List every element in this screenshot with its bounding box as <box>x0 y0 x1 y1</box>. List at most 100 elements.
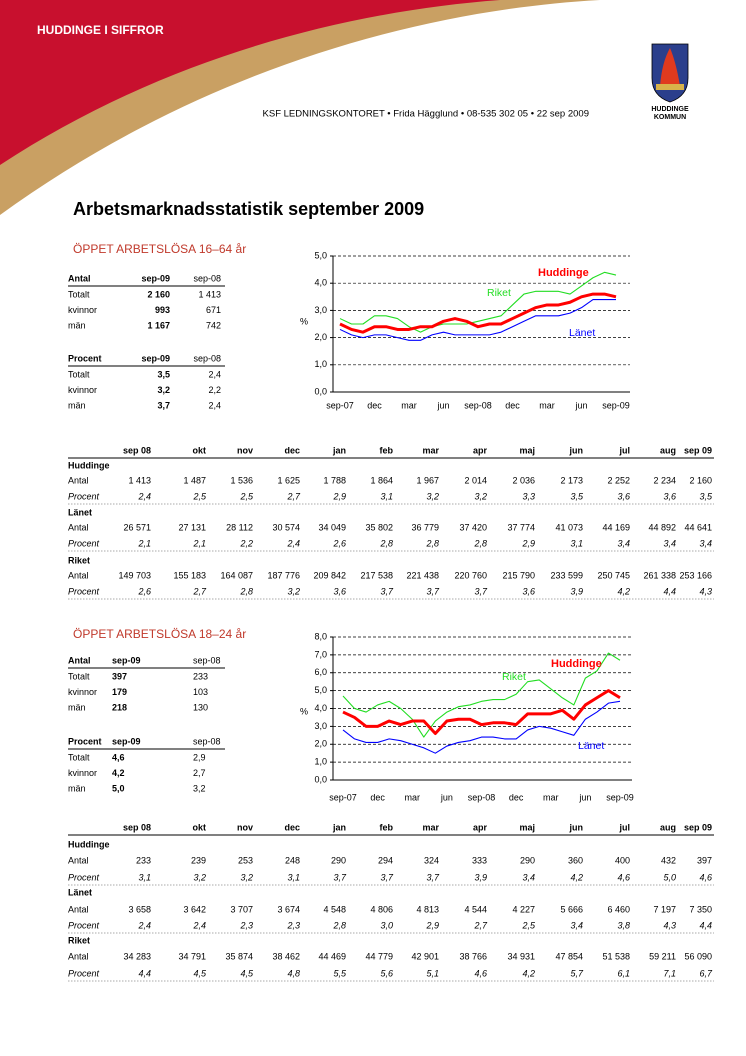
table-cell: 4 548 <box>323 904 346 914</box>
table-cell: 2,7 <box>473 920 488 930</box>
logo: HUDDINGE KOMMUN <box>651 43 689 121</box>
table-cell: 3,6 <box>333 586 346 596</box>
table-cell: 1 864 <box>370 475 393 485</box>
summary-cell: 993 <box>155 305 170 315</box>
table-cell: 6,7 <box>699 968 713 978</box>
summary-cell: kvinnor <box>68 385 97 395</box>
table-cell: 2,3 <box>286 920 300 930</box>
table-cell: 215 790 <box>502 570 535 580</box>
table-cell: 41 073 <box>555 522 583 532</box>
logo-flame <box>660 48 680 86</box>
table-cell: 3,2 <box>193 872 206 882</box>
row-label: Antal <box>68 475 89 485</box>
series-line <box>339 292 617 334</box>
table-cell: 294 <box>378 855 393 865</box>
logo-text: HUDDINGE <box>651 106 689 113</box>
x-tick-label: sep-07 <box>329 792 357 802</box>
series-label: Riket <box>502 671 526 683</box>
y-tick-label: 5,0 <box>314 250 327 260</box>
table-cell: 233 <box>136 855 151 865</box>
table-cell: 3,8 <box>617 920 630 930</box>
table-cell: 3,4 <box>617 538 630 548</box>
table-cell: 7,1 <box>663 968 676 978</box>
document-title: Arbetsmarknadsstatistik september 2009 <box>73 199 424 219</box>
row-label: Procent <box>68 920 100 930</box>
table-cell: 253 166 <box>679 570 712 580</box>
summary-cell: 218 <box>112 702 127 712</box>
table-cell: 2,9 <box>332 491 346 501</box>
y-tick-label: 0,0 <box>314 386 327 396</box>
summary-cell: 1 413 <box>198 289 221 299</box>
summary-cell: 1 167 <box>147 320 170 330</box>
summary-cell: män <box>68 400 86 410</box>
table-cell: 4,5 <box>193 968 207 978</box>
table-cell: 3,1 <box>287 872 300 882</box>
table-cell: 5,5 <box>333 968 347 978</box>
table-cell: 2 036 <box>512 475 535 485</box>
summary-cell: 3,2 <box>157 385 170 395</box>
table-cell: 360 <box>568 855 583 865</box>
group-name: Länet <box>68 887 92 897</box>
table-cell: 2,5 <box>521 920 536 930</box>
table-cell: 3,6 <box>663 491 676 501</box>
table-cell: 5,0 <box>663 872 676 882</box>
table-cell: 400 <box>615 855 630 865</box>
y-tick-label: 3,0 <box>314 721 327 731</box>
summary-cell: 2,4 <box>208 369 221 379</box>
y-axis-label: % <box>300 316 308 326</box>
summary-cell: 742 <box>206 320 221 330</box>
table-cell: 44 779 <box>365 951 393 961</box>
summary-cell: män <box>68 320 86 330</box>
x-tick-label: mar <box>543 792 559 802</box>
x-tick-label: sep-07 <box>326 400 354 410</box>
table-cell: 221 438 <box>406 570 439 580</box>
table-cell: 5,1 <box>426 968 439 978</box>
y-tick-label: 3,0 <box>314 305 327 315</box>
series-line <box>339 271 617 333</box>
table-cell: 2,3 <box>239 920 253 930</box>
row-label: Procent <box>68 538 100 548</box>
table-cell: 35 802 <box>365 522 393 532</box>
table-cell: 2,9 <box>425 920 439 930</box>
summary-header: sep-08 <box>193 273 221 283</box>
summary-header: Antal <box>68 655 91 665</box>
summary-cell: 2,4 <box>208 400 221 410</box>
table-cell: 3,4 <box>699 538 712 548</box>
row-label: Procent <box>68 872 100 882</box>
table-cell: 4 544 <box>464 904 487 914</box>
table-header: mar <box>422 445 439 455</box>
table-cell: 324 <box>424 855 439 865</box>
table-cell: 1 413 <box>128 475 151 485</box>
table-header: sep 09 <box>684 822 712 832</box>
table-cell: 3,2 <box>474 491 487 501</box>
table-cell: 2,8 <box>379 538 393 548</box>
table-cell: 2,5 <box>192 491 207 501</box>
summary-header: sep-08 <box>193 353 221 363</box>
y-axis-label: % <box>300 706 308 716</box>
table-cell: 34 283 <box>123 951 151 961</box>
group-name: Huddinge <box>68 460 110 470</box>
table-cell: 2,8 <box>473 538 487 548</box>
table-header: sep 09 <box>684 445 712 455</box>
summary-cell: 671 <box>206 305 221 315</box>
series-line <box>342 700 621 754</box>
table-header: maj <box>519 822 535 832</box>
y-tick-label: 7,0 <box>314 649 327 659</box>
byline: KSF LEDNINGSKONTORET • Frida Hägglund • … <box>263 109 589 120</box>
logo-base <box>656 84 684 90</box>
group-name: Länet <box>68 507 92 517</box>
table-cell: 209 842 <box>313 570 346 580</box>
y-tick-label: 2,0 <box>314 332 327 342</box>
table-cell: 37 420 <box>459 522 487 532</box>
table-header: aug <box>660 822 676 832</box>
table-cell: 38 462 <box>272 951 300 961</box>
summary-cell: Totalt <box>68 369 90 379</box>
table-cell: 3,2 <box>240 872 253 882</box>
table-cell: 6 460 <box>607 904 630 914</box>
table-cell: 290 <box>331 855 346 865</box>
x-tick-label: dec <box>367 400 382 410</box>
table-cell: 3,5 <box>699 491 713 501</box>
table-cell: 2 014 <box>464 475 487 485</box>
x-tick-label: mar <box>539 400 555 410</box>
table-cell: 4 806 <box>370 904 393 914</box>
